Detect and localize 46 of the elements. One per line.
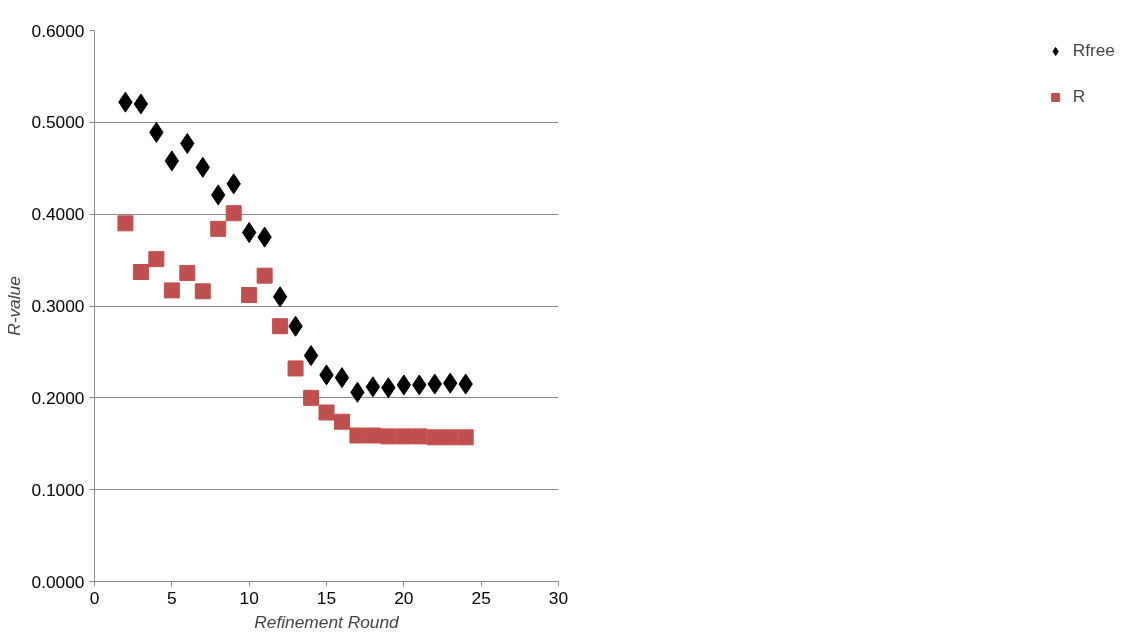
point <box>225 205 242 222</box>
y-tick-label: 0.6000 <box>31 20 85 41</box>
point <box>365 376 381 398</box>
point <box>364 427 381 444</box>
point <box>117 215 134 232</box>
point <box>303 389 320 406</box>
point <box>194 283 211 300</box>
legend-label: Rfree <box>1072 40 1115 61</box>
point <box>272 318 289 335</box>
point <box>334 367 350 389</box>
point <box>442 429 459 446</box>
point <box>272 286 288 308</box>
x-axis-title: Refinement Round <box>254 611 401 632</box>
point <box>210 220 227 237</box>
point <box>457 429 474 446</box>
point <box>395 428 412 445</box>
point <box>380 428 397 445</box>
point <box>333 413 350 430</box>
x-tick-label: 20 <box>394 587 414 608</box>
point <box>148 251 165 268</box>
point <box>318 404 335 421</box>
x-tick-label: 15 <box>316 587 337 608</box>
x-tick-label: 5 <box>167 587 177 608</box>
y-axis-title: R-value <box>3 276 24 336</box>
point <box>411 428 428 445</box>
y-tick-label: 0.4000 <box>31 204 85 225</box>
y-tick-label: 0.2000 <box>31 387 85 408</box>
point <box>303 345 319 367</box>
x-tick-label: 25 <box>471 587 491 608</box>
x-tick-label: 10 <box>239 587 259 608</box>
x-tick-label: 0 <box>89 587 100 608</box>
y-tick-label: 0.5000 <box>31 112 85 133</box>
point <box>349 427 366 444</box>
point <box>287 360 304 377</box>
point <box>133 93 149 115</box>
x-tick-label: 30 <box>548 587 569 608</box>
legend-label: R <box>1072 86 1087 107</box>
point <box>132 264 149 281</box>
y-tick-label: 0.0000 <box>31 571 85 592</box>
point <box>179 264 196 281</box>
point <box>241 286 258 303</box>
point <box>256 267 273 284</box>
y-tick-label: 0.3000 <box>31 296 85 316</box>
point <box>426 429 443 446</box>
point <box>163 282 180 299</box>
y-tick-label: 0.1000 <box>31 479 85 500</box>
